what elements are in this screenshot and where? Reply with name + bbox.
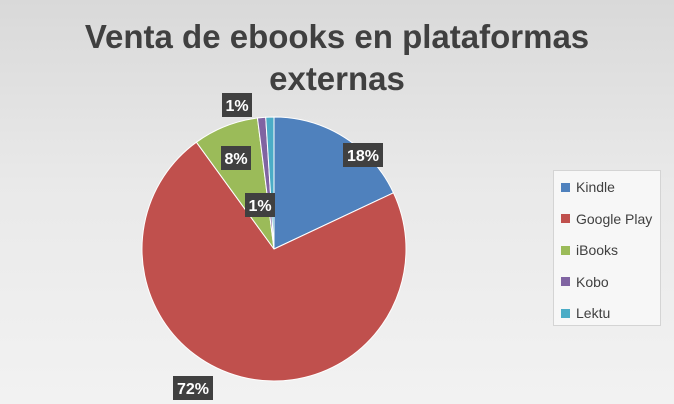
chart-title-line-2: externas [269,60,405,97]
data-label-lektu: 1% [245,193,275,217]
legend-label: Lektu [576,305,611,321]
legend-label: Google Play [576,210,653,227]
legend-swatch [561,182,570,192]
legend-item-kobo: Kobo [561,272,609,292]
legend-swatch [561,245,570,255]
chart-title: Venta de ebooks en plataformas externas [0,16,674,100]
pie-slice-google-play [141,141,407,382]
legend-swatch [561,308,570,318]
legend-label: iBooks [576,242,619,258]
legend: Kindle Google Play iBooks Kobo Lektu [553,170,661,326]
data-label-kindle: 18% [343,143,383,167]
svg-text:1%: 1% [248,198,271,215]
svg-text:18%: 18% [347,148,379,165]
legend-swatch [561,277,570,286]
legend-item-ibooks: iBooks [561,240,618,260]
chart-title-line-1: Venta de ebooks en plataformas [84,18,590,55]
data-label-kobo: 1% [222,93,252,117]
data-label-google-play: 72% [173,376,213,400]
svg-text:1%: 1% [225,98,248,115]
legend-swatch [561,214,570,223]
legend-label: Kindle [576,179,615,195]
legend-item-google-play: Google Play [561,209,652,229]
legend-item-lektu: Lektu [561,303,610,323]
legend-label: Kobo [576,273,609,290]
data-label-ibooks: 8% [221,146,251,170]
data-labels: 18% 72% 8% 1% 1% [173,93,383,400]
svg-text:72%: 72% [177,381,209,398]
svg-text:8%: 8% [224,151,247,168]
legend-item-kindle: Kindle [561,177,615,197]
pie-slice-kindle [273,116,395,250]
